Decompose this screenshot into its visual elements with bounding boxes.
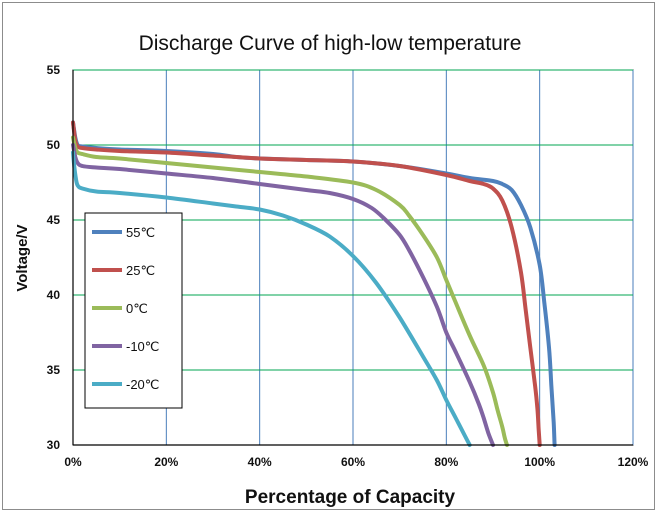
y-tick-label: 50 <box>47 138 61 152</box>
x-axis-label: Percentage of Capacity <box>245 487 456 508</box>
x-tick-label: 20% <box>154 455 178 469</box>
series-line-4 <box>71 150 472 447</box>
y-tick-label: 55 <box>47 63 61 77</box>
series-line-2 <box>71 135 509 447</box>
y-tick-label: 40 <box>47 288 61 302</box>
chart-title: Discharge Curve of high-low temperature <box>139 32 522 55</box>
legend-items: 55℃ 25℃ 0℃ -10℃ -20℃ <box>92 225 159 392</box>
legend-label: 0℃ <box>126 301 148 316</box>
x-tick-label: 0% <box>64 455 82 469</box>
x-tick-label: 60% <box>341 455 365 469</box>
y-tick-label: 35 <box>47 363 61 377</box>
y-tick-label: 45 <box>47 213 61 227</box>
legend-label: -10℃ <box>126 339 159 354</box>
x-tick-labels: 0% 20% 40% 60% 80% 100% 120% <box>64 455 648 469</box>
legend-label: 55℃ <box>126 225 155 240</box>
legend: 55℃ 25℃ 0℃ -10℃ -20℃ <box>84 212 183 409</box>
x-tick-label: 100% <box>524 455 555 469</box>
series-line-3 <box>71 143 495 447</box>
series-lines <box>71 120 557 447</box>
y-tick-labels: 30 35 40 45 50 55 <box>47 63 61 452</box>
legend-label: 25℃ <box>126 263 155 278</box>
legend-label: -20℃ <box>126 377 159 392</box>
legend-box <box>84 212 183 409</box>
x-tick-label: 120% <box>618 455 649 469</box>
x-tick-label: 40% <box>248 455 272 469</box>
y-tick-label: 30 <box>47 438 61 452</box>
y-axis-label: Voltage/V <box>14 224 31 291</box>
series-line-1 <box>71 120 542 447</box>
x-tick-label: 80% <box>434 455 458 469</box>
